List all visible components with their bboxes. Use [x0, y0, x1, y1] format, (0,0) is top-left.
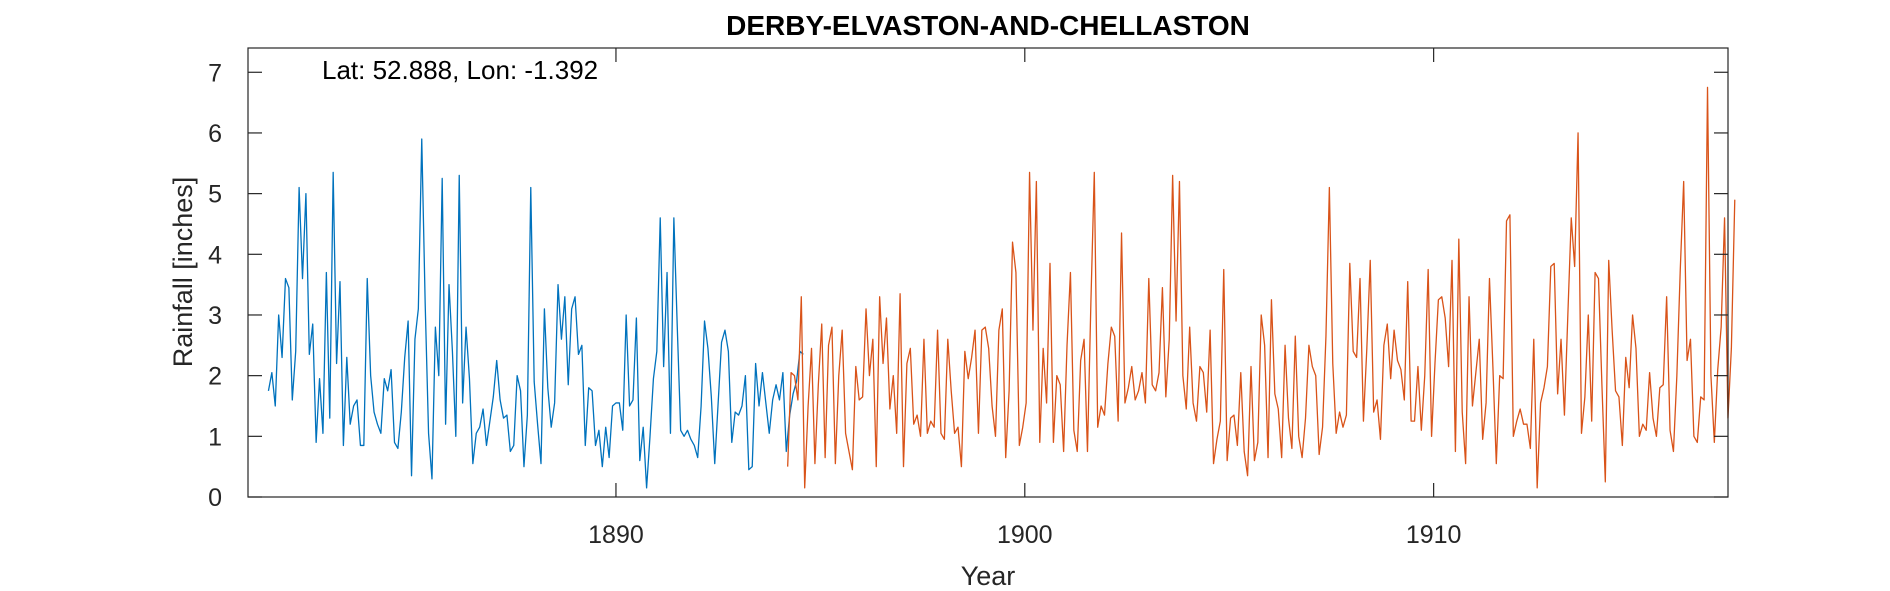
x-tick-label-1900: 1900 [997, 521, 1053, 549]
series-layer [267, 86, 1736, 489]
series-line-1 [267, 138, 804, 489]
x-tick-label-1910: 1910 [1406, 521, 1462, 549]
y-tick-label-2: 2 [208, 363, 222, 391]
y-tick-label-7: 7 [208, 59, 222, 87]
series-line-2 [787, 86, 1736, 489]
ticks-layer: 0 1 2 3 4 5 6 7 1890 1900 1910 [208, 48, 1728, 549]
x-axis-label: Year [961, 561, 1016, 591]
location-annotation: Lat: 52.888, Lon: -1.392 [322, 55, 598, 85]
axes-box [247, 47, 1729, 498]
y-tick-label-4: 4 [208, 241, 222, 269]
y-axis-label: Rainfall [inches] [168, 177, 198, 368]
y-tick-label-0: 0 [208, 484, 222, 512]
plot-area [248, 48, 1728, 497]
y-tick-label-6: 6 [208, 120, 222, 148]
y-tick-label-3: 3 [208, 302, 222, 330]
y-tick-label-1: 1 [208, 423, 222, 451]
axes-layer [247, 47, 1729, 498]
chart-title: DERBY-ELVASTON-AND-CHELLASTON [726, 10, 1250, 41]
x-tick-label-1890: 1890 [588, 521, 644, 549]
y-tick-label-5: 5 [208, 181, 222, 209]
